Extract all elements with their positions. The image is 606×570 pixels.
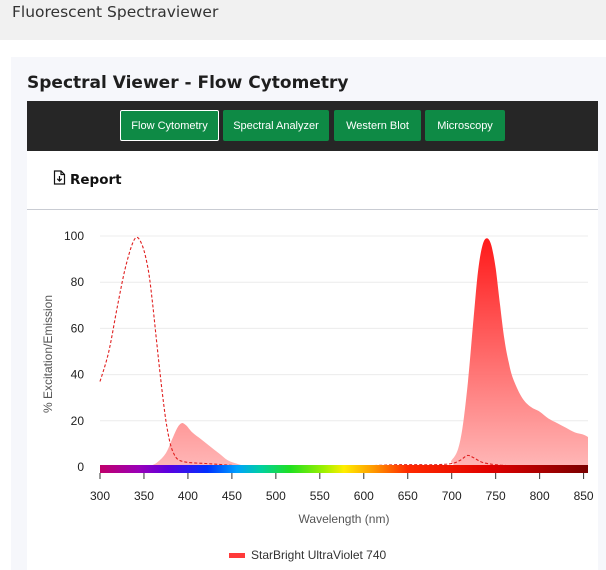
x-tick-label: 650: [398, 489, 418, 503]
x-tick-label: 750: [486, 489, 506, 503]
y-tick-label: 40: [71, 368, 85, 382]
y-tick-label: 60: [71, 321, 85, 335]
x-tick-label: 600: [354, 489, 374, 503]
report-button[interactable]: Report: [53, 170, 122, 190]
excitation-line: [99, 236, 590, 468]
chart-legend[interactable]: StarBright UltraViolet 740: [229, 547, 386, 563]
x-tick-label: 400: [178, 489, 198, 503]
document-download-icon: [53, 170, 66, 190]
x-tick-label: 450: [222, 489, 242, 503]
x-tick-label: 550: [310, 489, 330, 503]
y-tick-label: 0: [77, 460, 84, 474]
legend-label: StarBright UltraViolet 740: [251, 548, 387, 562]
y-tick-label: 100: [64, 229, 84, 243]
y-axis-label: % Excitation/Emission: [41, 295, 55, 413]
app-title: Fluorescent Spectraviewer: [12, 3, 219, 21]
tab-spectral-analyzer[interactable]: Spectral Analyzer: [223, 110, 329, 141]
x-axis-label: Wavelength (nm): [299, 512, 390, 526]
x-tick-label: 850: [574, 489, 594, 503]
tab-western-blot[interactable]: Western Blot: [334, 110, 421, 141]
tab-microscopy[interactable]: Microscopy: [425, 110, 505, 141]
x-tick-label: 300: [90, 489, 110, 503]
toolbar-divider: [27, 209, 598, 210]
y-tick-label: 20: [71, 414, 85, 428]
legend-swatch: [229, 552, 245, 558]
x-tick-label: 800: [530, 489, 550, 503]
x-tick-label: 500: [266, 489, 286, 503]
y-tick-label: 80: [71, 275, 85, 289]
app-header: Fluorescent Spectraviewer: [0, 0, 606, 40]
wavelength-spectrum-bar: [100, 465, 588, 473]
tab-flow-cytometry[interactable]: Flow Cytometry: [120, 110, 219, 141]
x-tick-label: 350: [134, 489, 154, 503]
panel-title: Spectral Viewer - Flow Cytometry: [27, 73, 349, 93]
emission-area: [148, 238, 588, 468]
x-tick-label: 700: [442, 489, 462, 503]
report-label: Report: [70, 172, 122, 188]
